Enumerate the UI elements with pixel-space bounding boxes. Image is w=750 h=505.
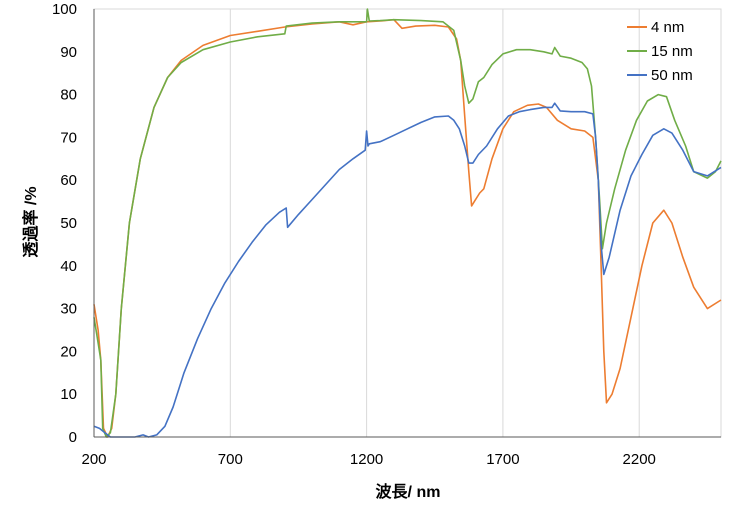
y-tick-label: 40 (60, 258, 77, 275)
x-tick-label: 200 (81, 451, 106, 468)
series-line-15-nm (93, 8, 722, 438)
series-line-4-nm (93, 18, 722, 438)
series-layer (93, 8, 722, 438)
y-tick-label: 60 (60, 172, 77, 189)
x-tick-label: 700 (218, 451, 243, 468)
legend-label: 15 nm (651, 43, 693, 60)
plot-area (93, 8, 722, 438)
y-tick-label: 10 (60, 386, 77, 403)
y-axis-title: 透過率 /% (21, 186, 40, 257)
y-tick-label: 20 (60, 343, 77, 360)
x-axis-title: 波長/ nm (376, 482, 441, 501)
y-tick-label: 70 (60, 129, 77, 146)
legend-label: 50 nm (651, 67, 693, 84)
x-tick-label: 1700 (486, 451, 519, 468)
y-tick-label: 0 (69, 429, 77, 446)
y-tick-label: 50 (60, 215, 77, 232)
x-axis-ticks: 200 700 1200 1700 2200 (81, 451, 655, 468)
grid-lines (229, 9, 640, 437)
y-axis-ticks: 0 10 20 30 40 50 60 70 80 90 100 (52, 1, 77, 446)
y-tick-label: 30 (60, 301, 77, 318)
y-tick-label: 90 (60, 44, 77, 61)
y-tick-label: 80 (60, 87, 77, 104)
x-tick-label: 2200 (623, 451, 656, 468)
legend-label: 4 nm (651, 19, 684, 36)
legend: 4 nm 15 nm 50 nm (627, 19, 693, 84)
y-tick-label: 100 (52, 1, 77, 18)
series-line-50-nm (93, 102, 722, 438)
x-tick-label: 1200 (350, 451, 383, 468)
